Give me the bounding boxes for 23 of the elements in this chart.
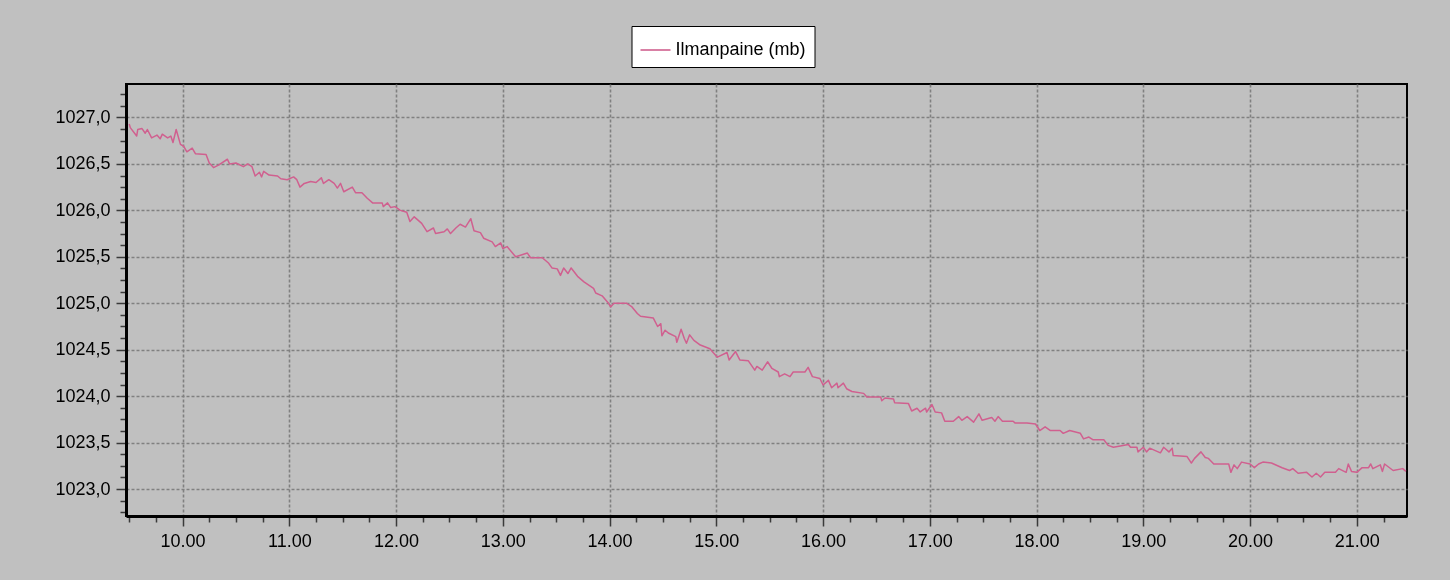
line-series: [128, 123, 1407, 478]
y-tick-label: 1027,0: [55, 106, 111, 127]
x-tick-label: 18.00: [1014, 530, 1060, 551]
y-tick-label: 1025,0: [55, 292, 111, 313]
x-tick-label: 15.00: [694, 530, 740, 551]
y-tick-label: 1024,0: [55, 385, 111, 406]
x-tick-label: 20.00: [1228, 530, 1274, 551]
legend-label: Ilmanpaine (mb): [675, 39, 806, 59]
x-tick-label: 11.00: [267, 530, 312, 551]
y-tick-label: 1024,5: [55, 339, 111, 360]
y-tick-label: 1023,0: [55, 478, 111, 499]
y-tick-label: 1025,5: [55, 246, 111, 267]
x-tick-label: 16.00: [801, 530, 847, 551]
x-tick-label: 13.00: [480, 530, 526, 551]
y-tick-label: 1026,5: [55, 153, 111, 174]
y-tick-label: 1026,0: [55, 199, 111, 220]
x-tick-label: 17.00: [907, 530, 953, 551]
x-tick-label: 12.00: [374, 530, 420, 551]
x-tick-label: 14.00: [587, 530, 633, 551]
x-tick-label: 19.00: [1121, 530, 1167, 551]
x-tick-label: 10.00: [160, 530, 206, 551]
x-tick-label: 21.00: [1334, 530, 1380, 551]
y-tick-label: 1023,5: [55, 432, 111, 453]
